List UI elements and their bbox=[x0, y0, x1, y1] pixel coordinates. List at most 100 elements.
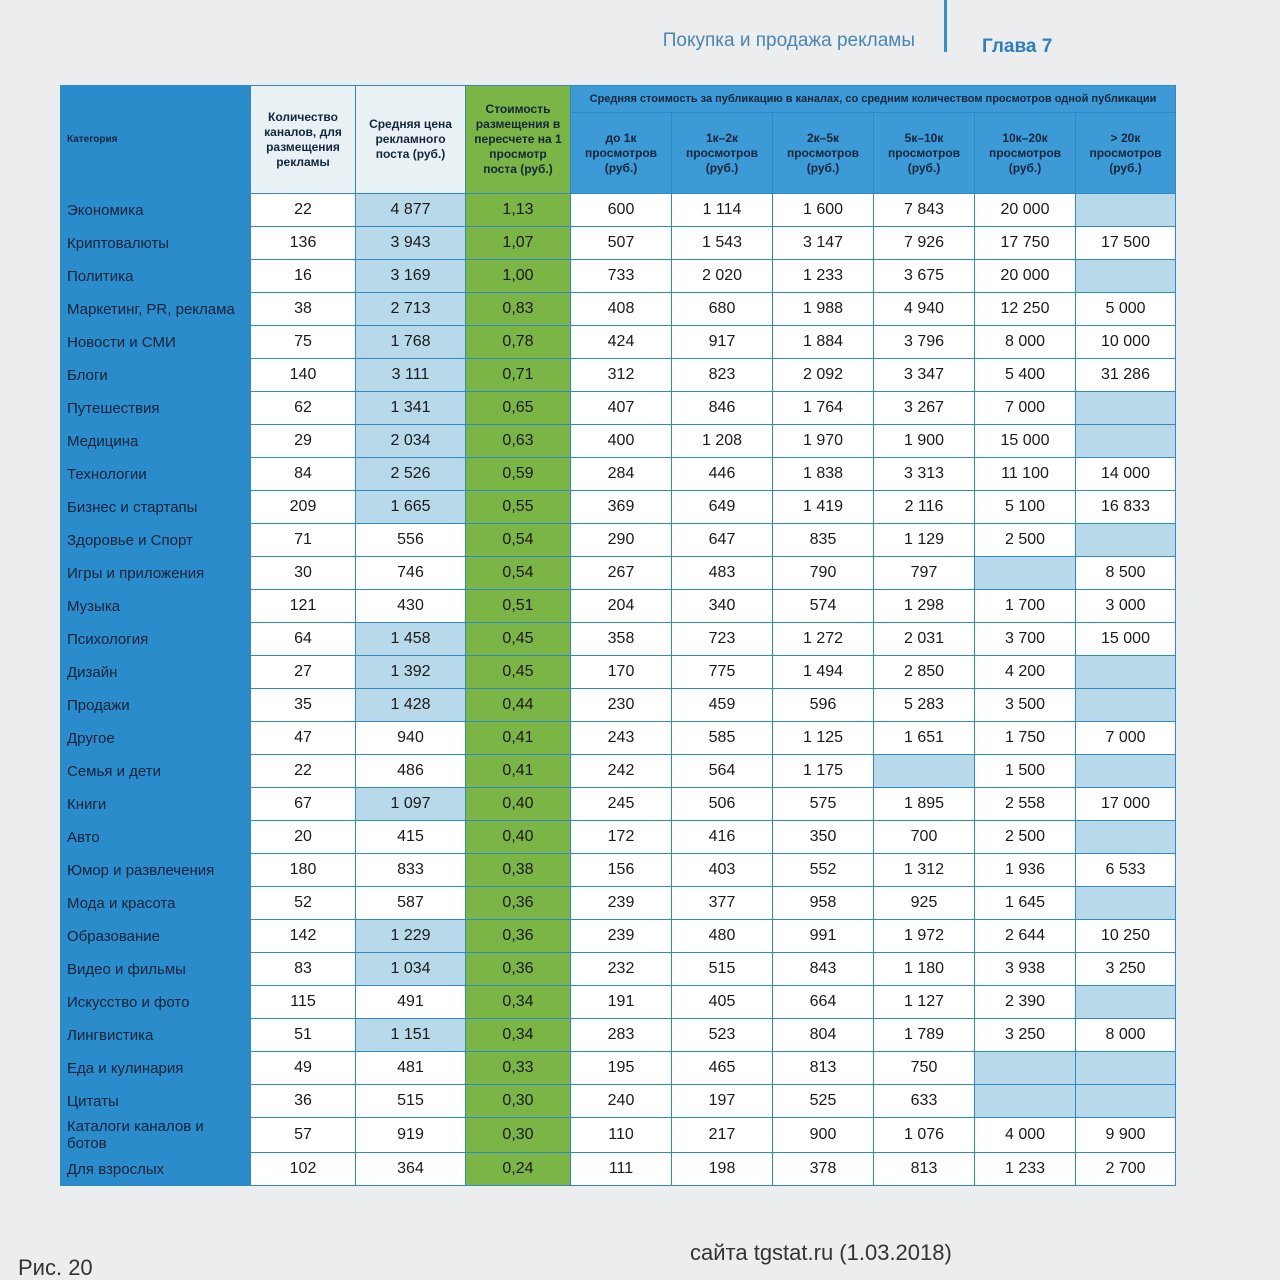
value-cell: 0,71 bbox=[465, 358, 571, 392]
value-cell: 136 bbox=[250, 226, 356, 260]
column-header: > 20к просмотров (руб.) bbox=[1075, 112, 1176, 194]
value-cell: 283 bbox=[570, 1018, 672, 1052]
divider bbox=[944, 0, 947, 52]
value-cell: 846 bbox=[671, 391, 773, 425]
value-cell: 804 bbox=[772, 1018, 874, 1052]
value-cell bbox=[1075, 424, 1176, 458]
value-cell: 1 458 bbox=[355, 622, 466, 656]
value-cell: 209 bbox=[250, 490, 356, 524]
value-cell: 600 bbox=[570, 193, 672, 227]
value-cell: 940 bbox=[355, 721, 466, 755]
value-cell: 62 bbox=[250, 391, 356, 425]
category-cell: Здоровье и Спорт bbox=[60, 523, 251, 557]
value-cell: 75 bbox=[250, 325, 356, 359]
value-cell: 0,33 bbox=[465, 1051, 571, 1085]
value-cell: 364 bbox=[355, 1152, 466, 1186]
value-cell: 0,51 bbox=[465, 589, 571, 623]
value-cell: 556 bbox=[355, 523, 466, 557]
value-cell: 0,83 bbox=[465, 292, 571, 326]
value-cell: 240 bbox=[570, 1084, 672, 1118]
value-cell: 723 bbox=[671, 622, 773, 656]
value-cell bbox=[1075, 886, 1176, 920]
value-cell: 1 970 bbox=[772, 424, 874, 458]
value-cell: 0,45 bbox=[465, 655, 571, 689]
value-cell: 0,63 bbox=[465, 424, 571, 458]
value-cell: 8 000 bbox=[1075, 1018, 1176, 1052]
value-cell: 1 884 bbox=[772, 325, 874, 359]
value-cell: 0,45 bbox=[465, 622, 571, 656]
column-header: Количество каналов, для размещения рекла… bbox=[250, 85, 356, 194]
category-cell: Видео и фильмы bbox=[60, 952, 251, 986]
value-cell: 446 bbox=[671, 457, 773, 491]
value-cell: 430 bbox=[355, 589, 466, 623]
value-cell: 1 600 bbox=[772, 193, 874, 227]
value-cell: 3 313 bbox=[873, 457, 975, 491]
value-cell: 3 796 bbox=[873, 325, 975, 359]
value-cell: 574 bbox=[772, 589, 874, 623]
value-cell: 10 250 bbox=[1075, 919, 1176, 953]
value-cell: 403 bbox=[671, 853, 773, 887]
value-cell: 750 bbox=[873, 1051, 975, 1085]
value-cell: 1 645 bbox=[974, 886, 1076, 920]
value-cell: 680 bbox=[671, 292, 773, 326]
value-cell: 51 bbox=[250, 1018, 356, 1052]
value-cell: 587 bbox=[355, 886, 466, 920]
value-cell: 0,41 bbox=[465, 721, 571, 755]
value-cell: 11 100 bbox=[974, 457, 1076, 491]
value-cell: 350 bbox=[772, 820, 874, 854]
value-cell: 3 147 bbox=[772, 226, 874, 260]
value-cell: 833 bbox=[355, 853, 466, 887]
table-row: Блоги 140 3 111 0,71 312 823 2 092 3 347 5 400 31… bbox=[60, 358, 1176, 392]
value-cell: 2 558 bbox=[974, 787, 1076, 821]
value-cell: 377 bbox=[671, 886, 773, 920]
value-cell: 140 bbox=[250, 358, 356, 392]
value-cell: 27 bbox=[250, 655, 356, 689]
value-cell: 9 900 bbox=[1075, 1117, 1176, 1153]
figure-caption: Рис. 20 bbox=[18, 1255, 93, 1280]
category-cell: Бизнес и стартапы bbox=[60, 490, 251, 524]
value-cell: 1 494 bbox=[772, 655, 874, 689]
table-row: Мода и красота 52 587 0,36 239 377 958 925 1 645 bbox=[60, 886, 1176, 920]
value-cell: 1 900 bbox=[873, 424, 975, 458]
value-cell: 552 bbox=[772, 853, 874, 887]
column-header: Категория bbox=[60, 85, 251, 194]
value-cell: 2 700 bbox=[1075, 1152, 1176, 1186]
value-cell: 2 034 bbox=[355, 424, 466, 458]
value-cell: 8 500 bbox=[1075, 556, 1176, 590]
table-row: Бизнес и стартапы 209 1 665 0,55 369 649 1 419… bbox=[60, 490, 1176, 524]
category-cell: Мода и красота bbox=[60, 886, 251, 920]
value-cell: 7 843 bbox=[873, 193, 975, 227]
value-cell: 111 bbox=[570, 1152, 672, 1186]
column-header: 10к–20к просмотров (руб.) bbox=[974, 112, 1076, 194]
category-cell: Медицина bbox=[60, 424, 251, 458]
value-cell: 1 543 bbox=[671, 226, 773, 260]
value-cell: 369 bbox=[570, 490, 672, 524]
value-cell: 823 bbox=[671, 358, 773, 392]
value-cell: 3 938 bbox=[974, 952, 1076, 986]
category-cell: Маркетинг, PR, реклама bbox=[60, 292, 251, 326]
value-cell: 14 000 bbox=[1075, 457, 1176, 491]
value-cell: 15 000 bbox=[974, 424, 1076, 458]
table-row: Образование 142 1 229 0,36 239 480 991 1 972 2 6… bbox=[60, 919, 1176, 953]
table-row: Продажи 35 1 428 0,44 230 459 596 5 283 3 500 bbox=[60, 688, 1176, 722]
value-cell: 585 bbox=[671, 721, 773, 755]
value-cell: 4 877 bbox=[355, 193, 466, 227]
value-cell: 1 341 bbox=[355, 391, 466, 425]
category-cell: Авто bbox=[60, 820, 251, 854]
value-cell: 102 bbox=[250, 1152, 356, 1186]
value-cell: 1 700 bbox=[974, 589, 1076, 623]
value-cell: 156 bbox=[570, 853, 672, 887]
value-cell: 172 bbox=[570, 820, 672, 854]
value-cell: 1 127 bbox=[873, 985, 975, 1019]
category-cell: Криптовалюты bbox=[60, 226, 251, 260]
table-row: Лингвистика 51 1 151 0,34 283 523 804 1 789 3 25… bbox=[60, 1018, 1176, 1052]
category-cell: Экономика bbox=[60, 193, 251, 227]
value-cell: 2 850 bbox=[873, 655, 975, 689]
value-cell: 3 675 bbox=[873, 259, 975, 293]
value-cell: 424 bbox=[570, 325, 672, 359]
value-cell: 195 bbox=[570, 1051, 672, 1085]
category-cell: Дизайн bbox=[60, 655, 251, 689]
value-cell: 7 926 bbox=[873, 226, 975, 260]
value-cell bbox=[1075, 820, 1176, 854]
